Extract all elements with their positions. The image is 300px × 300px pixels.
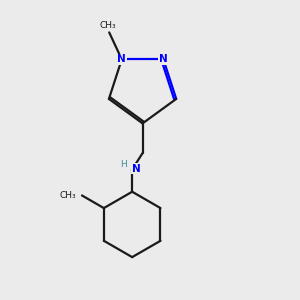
Text: CH₃: CH₃ [60, 191, 76, 200]
Text: N: N [159, 54, 168, 64]
Text: CH₃: CH₃ [99, 21, 116, 30]
Text: N: N [132, 164, 140, 174]
Text: H: H [121, 160, 127, 169]
Text: N: N [117, 54, 126, 64]
